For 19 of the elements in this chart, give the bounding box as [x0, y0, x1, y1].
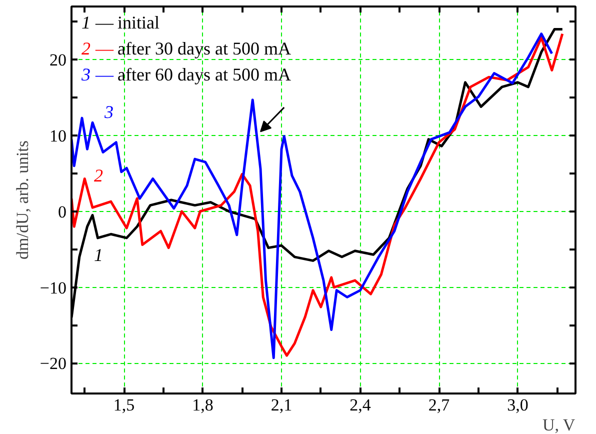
y-tick-label: −10: [40, 278, 67, 298]
x-tick-label: 2,7: [428, 396, 450, 414]
series-label: 3 — after 60 days at 500 mA: [80, 64, 291, 84]
y-axis-title: dm/dU, arb. units: [12, 140, 32, 260]
x-axis-title: U, V: [542, 416, 576, 434]
x-tick-label: 1,5: [113, 396, 135, 414]
y-tick-label: 20: [50, 50, 66, 70]
annotation: 2: [94, 166, 103, 186]
x-tick-label: 2,4: [350, 396, 372, 414]
y-tick-label: −20: [40, 354, 67, 374]
y-tick-label: 10: [50, 126, 66, 146]
annotation: 1: [94, 245, 103, 266]
legend-label: 1 — initial: [82, 12, 160, 32]
text: 2 — after 30 days at 500 mA: [82, 38, 291, 58]
x-tick-label: 1,8: [192, 396, 214, 414]
x-tick-label: 2,1: [270, 396, 292, 414]
y-tick-label: 0: [58, 202, 66, 222]
annotation: 3: [104, 102, 114, 122]
x-tick-label: 3,0: [507, 396, 528, 414]
